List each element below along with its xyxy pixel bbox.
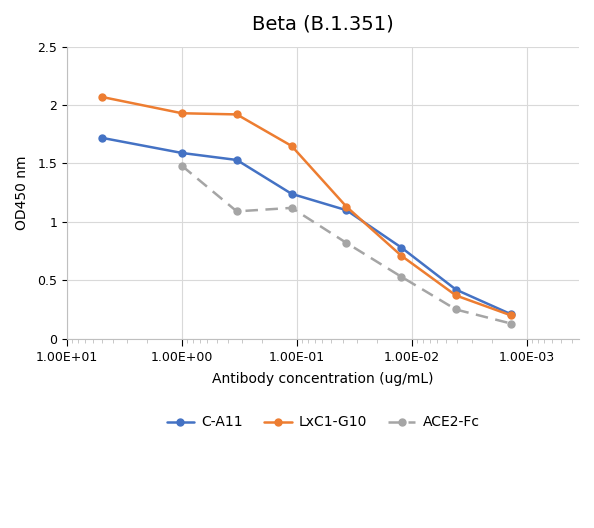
LxC1-G10: [178, 110, 185, 116]
C-A11: [288, 191, 295, 197]
X-axis label: Antibody concentration (ug/mL): Antibody concentration (ug/mL): [212, 372, 434, 386]
ACE2-Fc: [233, 208, 241, 214]
Line: LxC1-G10: LxC1-G10: [98, 93, 514, 319]
C-A11: [507, 311, 514, 317]
Title: Beta (B.1.351): Beta (B.1.351): [252, 15, 394, 34]
LxC1-G10: [233, 111, 241, 118]
LxC1-G10: [507, 312, 514, 318]
C-A11: [178, 150, 185, 156]
ACE2-Fc: [453, 306, 460, 313]
ACE2-Fc: [398, 274, 405, 280]
ACE2-Fc: [288, 205, 295, 211]
Y-axis label: OD450 nm: OD450 nm: [15, 155, 29, 230]
Line: C-A11: C-A11: [98, 134, 514, 318]
C-A11: [98, 135, 105, 141]
ACE2-Fc: [507, 320, 514, 327]
Line: ACE2-Fc: ACE2-Fc: [178, 162, 514, 327]
C-A11: [233, 157, 241, 163]
C-A11: [453, 287, 460, 293]
LxC1-G10: [288, 143, 295, 149]
Legend: C-A11, LxC1-G10, ACE2-Fc: C-A11, LxC1-G10, ACE2-Fc: [161, 410, 485, 435]
LxC1-G10: [98, 94, 105, 100]
LxC1-G10: [398, 252, 405, 259]
C-A11: [343, 207, 350, 213]
LxC1-G10: [453, 293, 460, 299]
ACE2-Fc: [178, 163, 185, 169]
C-A11: [398, 244, 405, 251]
ACE2-Fc: [343, 240, 350, 246]
LxC1-G10: [343, 203, 350, 210]
